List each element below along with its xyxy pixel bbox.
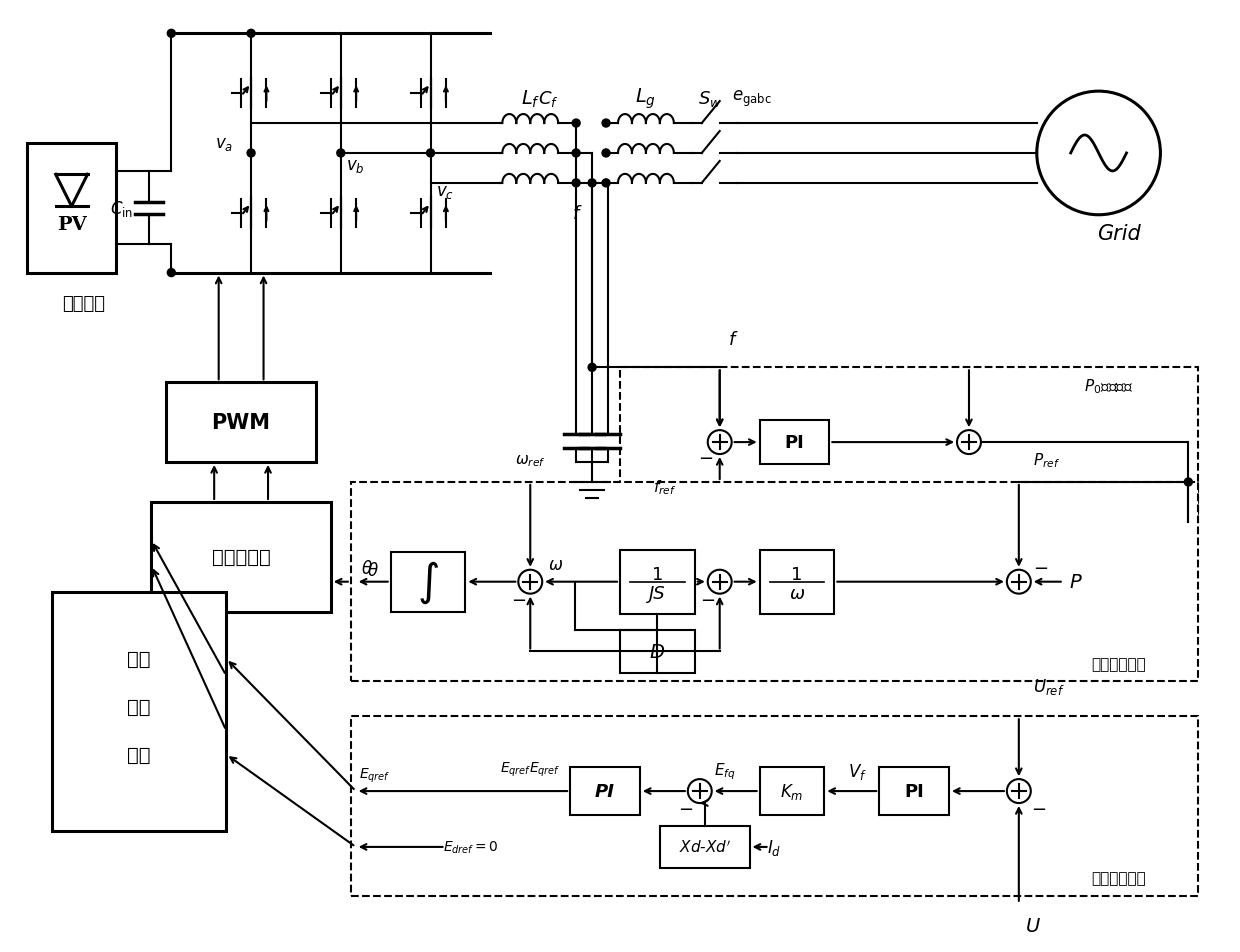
Bar — [166, 383, 316, 463]
Circle shape — [247, 30, 255, 38]
Text: Grid: Grid — [1096, 224, 1141, 244]
Text: $-$: $-$ — [1033, 557, 1048, 575]
Circle shape — [588, 180, 596, 188]
Bar — [620, 550, 694, 614]
Text: $-$: $-$ — [678, 798, 693, 816]
Text: $-$: $-$ — [698, 447, 713, 466]
Text: $C_f$: $C_f$ — [538, 89, 558, 109]
Text: $-$: $-$ — [511, 589, 526, 607]
Text: $C_\mathrm{in}$: $C_\mathrm{in}$ — [110, 199, 133, 219]
Text: $v_b$: $v_b$ — [346, 157, 365, 175]
Circle shape — [1007, 780, 1030, 803]
Text: D: D — [650, 643, 665, 662]
Bar — [760, 550, 835, 614]
Bar — [351, 717, 1198, 896]
Text: 1: 1 — [791, 565, 802, 584]
Circle shape — [1007, 570, 1030, 594]
Bar — [391, 552, 465, 612]
Text: 阻抗: 阻抗 — [128, 697, 150, 716]
Bar — [620, 367, 1198, 523]
Text: 主动支撑控制: 主动支撑控制 — [1091, 656, 1146, 671]
Text: $\omega$: $\omega$ — [789, 585, 805, 603]
Text: $U_{ref}$: $U_{ref}$ — [1033, 677, 1064, 697]
Bar — [151, 503, 331, 612]
Circle shape — [688, 780, 712, 803]
Bar — [27, 144, 117, 273]
Text: PI: PI — [904, 783, 924, 801]
Text: $\theta$: $\theta$ — [361, 559, 372, 577]
Text: $f_{ref}$: $f_{ref}$ — [653, 478, 677, 497]
Text: $f$: $f$ — [572, 205, 582, 223]
Circle shape — [337, 149, 345, 158]
Text: $V_f$: $V_f$ — [848, 762, 867, 782]
Text: $v_c$: $v_c$ — [435, 183, 454, 201]
Circle shape — [603, 180, 610, 188]
Bar — [52, 592, 226, 831]
Circle shape — [572, 149, 580, 158]
Text: $\int$: $\int$ — [417, 559, 439, 605]
Text: PI: PI — [785, 434, 805, 451]
Circle shape — [572, 120, 580, 128]
Text: PV: PV — [57, 216, 87, 234]
Text: $f$: $f$ — [728, 331, 738, 349]
Bar — [570, 767, 640, 815]
Bar — [620, 630, 694, 674]
Text: $I_d$: $I_d$ — [768, 837, 781, 857]
Text: $S_w$: $S_w$ — [698, 89, 722, 109]
Text: 电压支撑控制: 电压支撑控制 — [1091, 870, 1146, 885]
Circle shape — [167, 269, 175, 277]
Bar — [760, 421, 830, 465]
Text: $Xd$-$Xd'$: $Xd$-$Xd'$ — [678, 839, 730, 855]
Circle shape — [957, 430, 981, 455]
Bar — [351, 483, 1198, 682]
Text: $E_{dref}=0$: $E_{dref}=0$ — [443, 839, 498, 855]
Circle shape — [572, 180, 580, 188]
Text: $E_{qref}$: $E_{qref}$ — [528, 761, 560, 779]
Circle shape — [708, 570, 732, 594]
Text: $-$: $-$ — [1030, 798, 1045, 816]
Text: $L_g$: $L_g$ — [635, 87, 656, 111]
Text: 环节: 环节 — [128, 745, 150, 764]
Circle shape — [427, 149, 434, 158]
Circle shape — [588, 364, 596, 372]
Text: $L_f$: $L_f$ — [521, 89, 539, 109]
Text: $K_m$: $K_m$ — [780, 782, 804, 802]
Text: 1: 1 — [652, 565, 663, 584]
Circle shape — [167, 30, 175, 38]
Text: PWM: PWM — [212, 413, 270, 433]
Circle shape — [1184, 479, 1193, 486]
Bar — [879, 767, 949, 815]
Text: PI: PI — [595, 783, 615, 801]
Circle shape — [603, 120, 610, 128]
Text: $\omega$: $\omega$ — [548, 555, 563, 573]
Text: $\theta$: $\theta$ — [367, 561, 378, 579]
Text: $E_{qref}$: $E_{qref}$ — [358, 766, 391, 784]
Bar — [760, 767, 825, 815]
Circle shape — [603, 149, 610, 158]
Text: $U$: $U$ — [1024, 916, 1040, 935]
Circle shape — [708, 430, 732, 455]
Text: $e_\mathrm{gabc}$: $e_\mathrm{gabc}$ — [732, 89, 771, 109]
Circle shape — [247, 149, 255, 158]
Text: $P_{ref}$: $P_{ref}$ — [1033, 451, 1060, 470]
Text: $E_{fq}$: $E_{fq}$ — [714, 761, 735, 782]
Text: 光伏阵列: 光伏阵列 — [62, 294, 104, 312]
Text: $E_{qref}$: $E_{qref}$ — [500, 761, 531, 779]
Bar — [660, 826, 750, 868]
Circle shape — [518, 570, 542, 594]
Text: JS: JS — [649, 585, 666, 603]
Text: $\omega_{ref}$: $\omega_{ref}$ — [515, 453, 546, 468]
Text: 内环控制器: 内环控制器 — [212, 547, 270, 566]
Text: $-$: $-$ — [701, 589, 715, 607]
Circle shape — [1037, 92, 1161, 215]
Text: $v_a$: $v_a$ — [215, 135, 233, 153]
Text: $P_0$频率恢复: $P_0$频率恢复 — [1084, 377, 1133, 395]
Text: $P$: $P$ — [1069, 572, 1083, 591]
Text: 虚拟: 虚拟 — [128, 649, 150, 668]
